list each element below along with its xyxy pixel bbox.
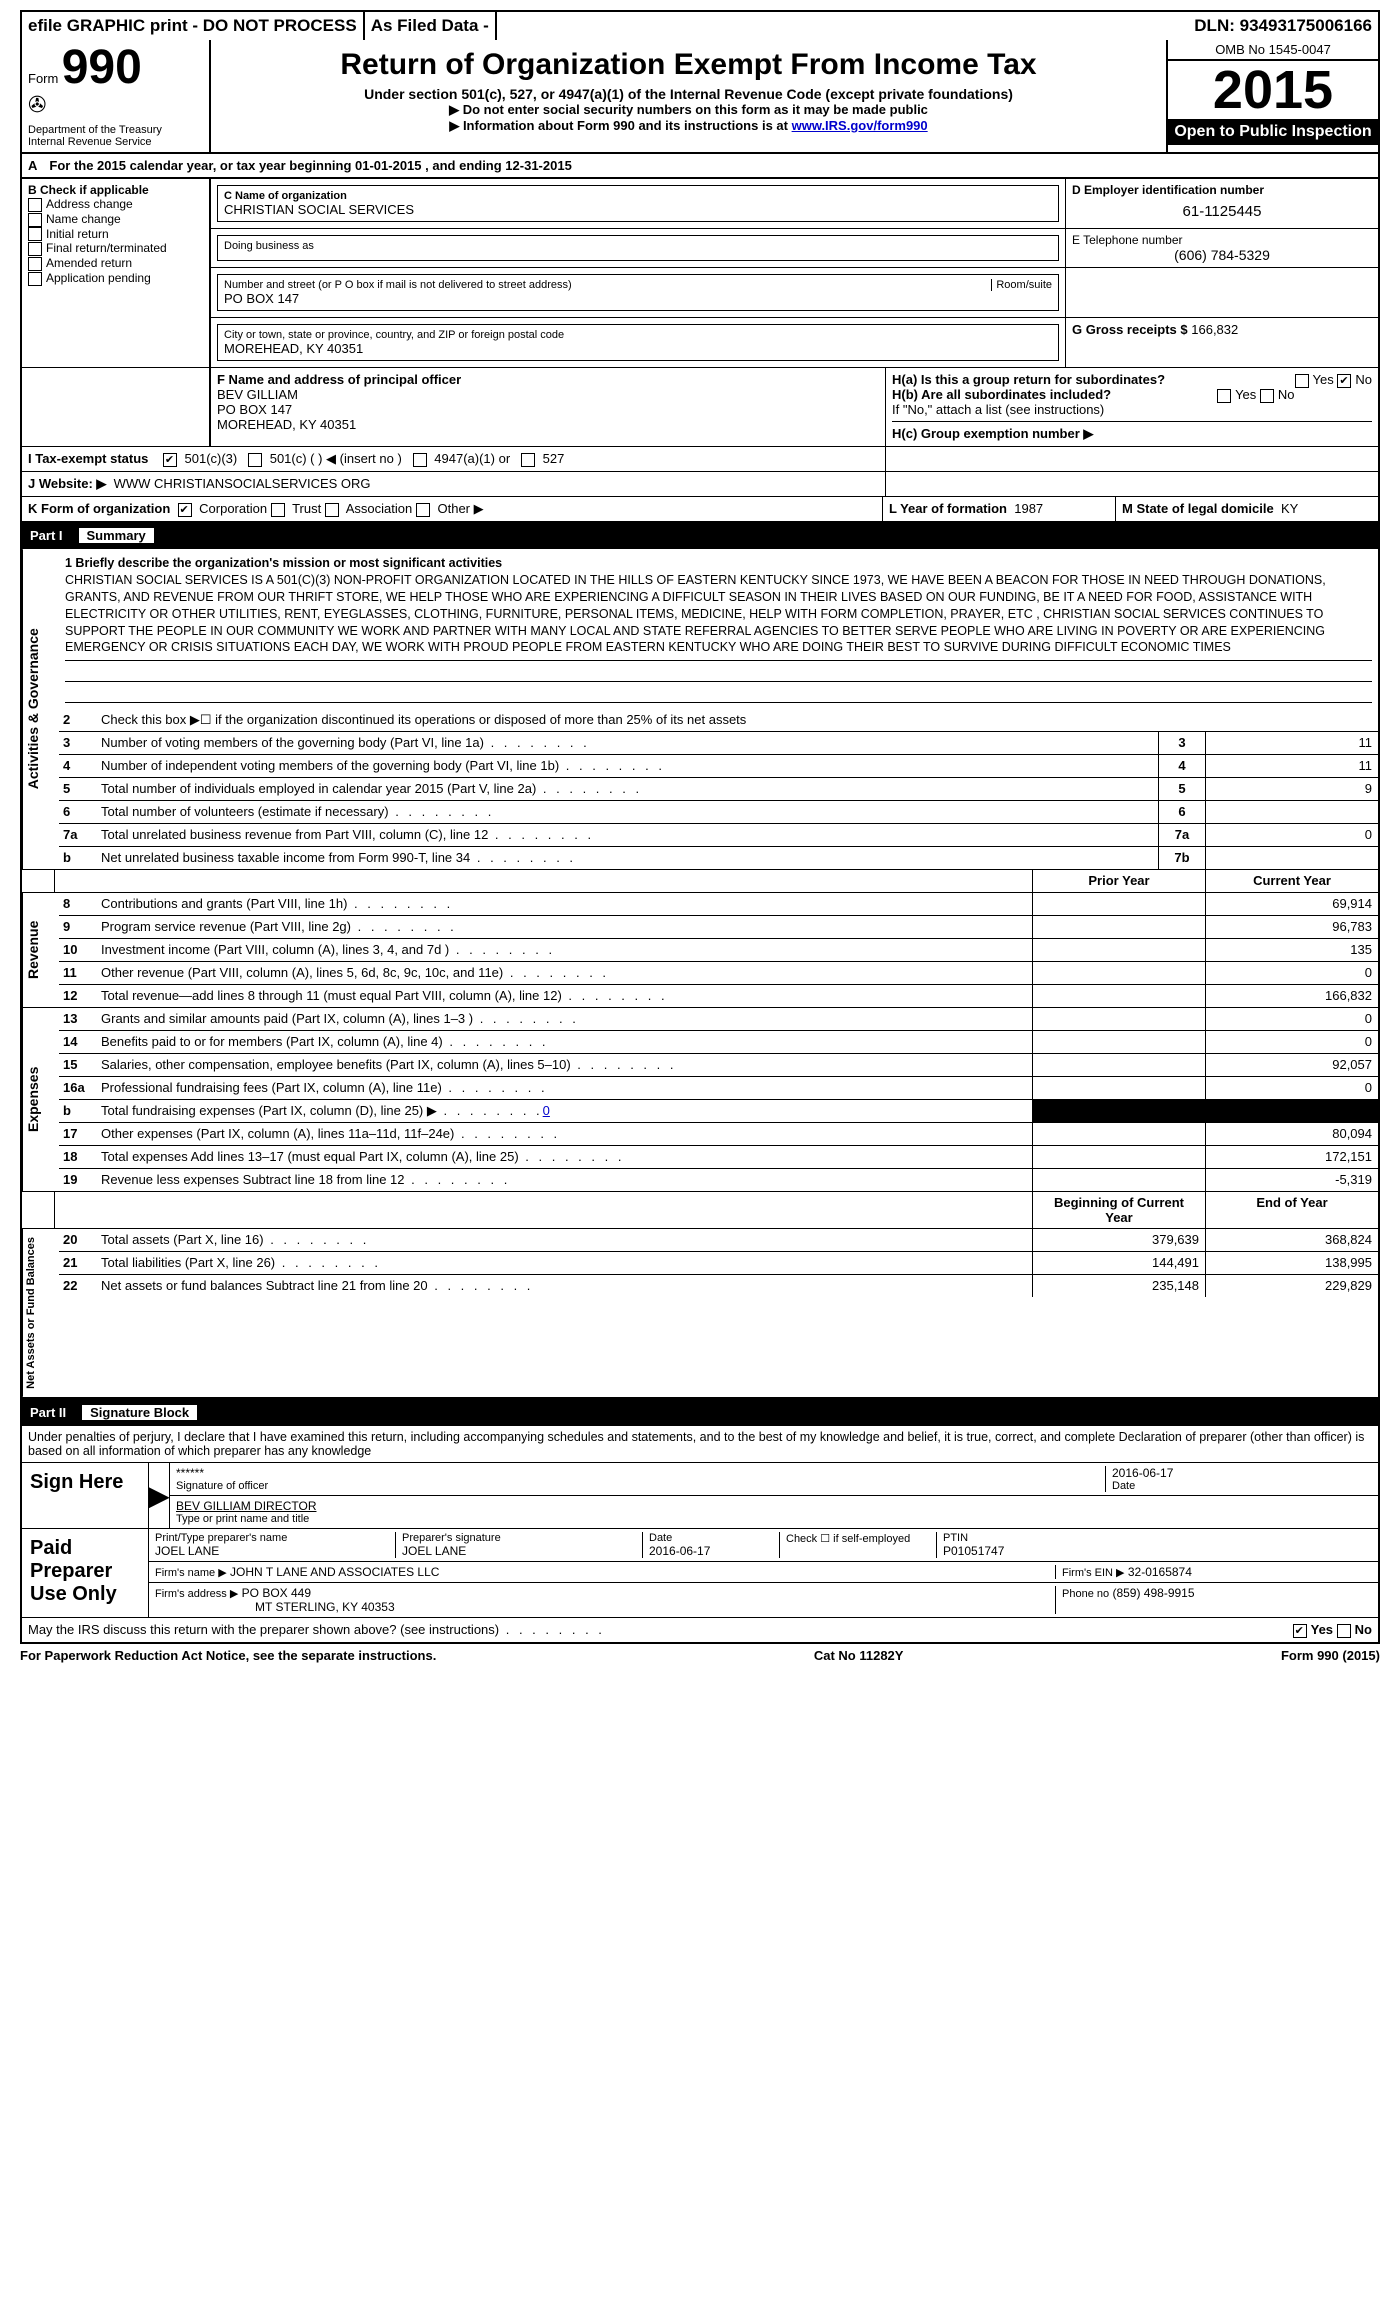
discuss-no-checkbox[interactable] (1337, 1624, 1351, 1638)
box-b: B Check if applicable Address change Nam… (22, 179, 211, 367)
org-city: MOREHEAD, KY 40351 (224, 341, 1052, 356)
title-box: Return of Organization Exempt From Incom… (211, 40, 1166, 152)
phone: (606) 784-5329 (1072, 247, 1372, 263)
mission-block: 1 Briefly describe the organization's mi… (59, 549, 1378, 709)
table-row: 22Net assets or fund balances Subtract l… (59, 1275, 1378, 1297)
app-pending-checkbox[interactable] (28, 272, 42, 286)
ha-yes-checkbox[interactable] (1295, 374, 1309, 388)
table-row: 13Grants and similar amounts paid (Part … (59, 1008, 1378, 1031)
ein: 61-1125445 (1072, 197, 1372, 220)
table-row: 16aProfessional fundraising fees (Part I… (59, 1077, 1378, 1100)
revenue-sidebar: Revenue (22, 893, 59, 1007)
final-return-checkbox[interactable] (28, 242, 42, 256)
table-row: 14Benefits paid to or for members (Part … (59, 1031, 1378, 1054)
paid-preparer-label: Paid Preparer Use Only (22, 1529, 149, 1617)
sign-here-label: Sign Here (22, 1463, 149, 1528)
part-2-header: Part II Signature Block (20, 1399, 1380, 1426)
form-number-box: Form 990 ✇ Department of the Treasury In… (22, 40, 211, 152)
table-row: 11Other revenue (Part VIII, column (A), … (59, 962, 1378, 985)
page-footer: For Paperwork Reduction Act Notice, see … (20, 1644, 1380, 1667)
table-row: 12Total revenue—add lines 8 through 11 (… (59, 985, 1378, 1007)
table-row: 19Revenue less expenses Subtract line 18… (59, 1169, 1378, 1191)
org-address: PO BOX 147 (224, 291, 1052, 306)
table-row: 18Total expenses Add lines 13–17 (must e… (59, 1146, 1378, 1169)
hb-no-checkbox[interactable] (1260, 389, 1274, 403)
website: WWW CHRISTIANSOCIALSERVICES ORG (114, 476, 371, 491)
expenses-sidebar: Expenses (22, 1008, 59, 1191)
discuss-yes-checkbox[interactable] (1293, 1624, 1307, 1638)
perjury-text: Under penalties of perjury, I declare th… (20, 1426, 1380, 1463)
initial-return-checkbox[interactable] (28, 227, 42, 241)
table-row: 9Program service revenue (Part VIII, lin… (59, 916, 1378, 939)
table-row: 17Other expenses (Part IX, column (A), l… (59, 1123, 1378, 1146)
amended-return-checkbox[interactable] (28, 257, 42, 271)
org-name: CHRISTIAN SOCIAL SERVICES (224, 202, 1052, 217)
gov-sidebar: Activities & Governance (22, 549, 59, 869)
table-row: bTotal fundraising expenses (Part IX, co… (59, 1100, 1378, 1123)
ha-no-checkbox[interactable] (1337, 374, 1351, 388)
year-box: OMB No 1545-0047 2015 Open to Public Ins… (1166, 40, 1378, 152)
officer-sig-name: BEV GILLIAM DIRECTOR (176, 1499, 1372, 1513)
501c3-checkbox[interactable] (163, 453, 177, 467)
gross-receipts: 166,832 (1191, 322, 1238, 337)
form-990-number: 990 (62, 41, 142, 94)
tax-year: 2015 (1168, 61, 1378, 119)
top-bar: efile GRAPHIC print - DO NOT PROCESS As … (20, 10, 1380, 40)
open-to-public: Open to Public Inspection (1168, 119, 1378, 145)
table-row: 21Total liabilities (Part X, line 26)144… (59, 1252, 1378, 1275)
hb-yes-checkbox[interactable] (1217, 389, 1231, 403)
table-row: 20Total assets (Part X, line 16)379,6393… (59, 1229, 1378, 1252)
form-title: Return of Organization Exempt From Incom… (231, 48, 1146, 82)
line-a: A For the 2015 calendar year, or tax yea… (20, 154, 1380, 179)
form-header: Form 990 ✇ Department of the Treasury In… (20, 40, 1380, 154)
table-row: 15Salaries, other compensation, employee… (59, 1054, 1378, 1077)
part-1-header: Part I Summary (20, 522, 1380, 549)
netassets-sidebar: Net Assets or Fund Balances (22, 1229, 59, 1397)
table-row: 10Investment income (Part VIII, column (… (59, 939, 1378, 962)
irs-link[interactable]: www.IRS.gov/form990 (792, 118, 928, 133)
addr-change-checkbox[interactable] (28, 198, 42, 212)
efile-notice: efile GRAPHIC print - DO NOT PROCESS (22, 12, 365, 40)
table-row: 8Contributions and grants (Part VIII, li… (59, 893, 1378, 916)
dln: DLN: 93493175006166 (1188, 12, 1378, 40)
as-filed: As Filed Data - (365, 12, 497, 40)
officer-name: BEV GILLIAM (217, 387, 298, 402)
dept-treasury: Department of the Treasury Internal Reve… (28, 124, 203, 148)
omb-number: OMB No 1545-0047 (1168, 40, 1378, 61)
name-change-checkbox[interactable] (28, 213, 42, 227)
